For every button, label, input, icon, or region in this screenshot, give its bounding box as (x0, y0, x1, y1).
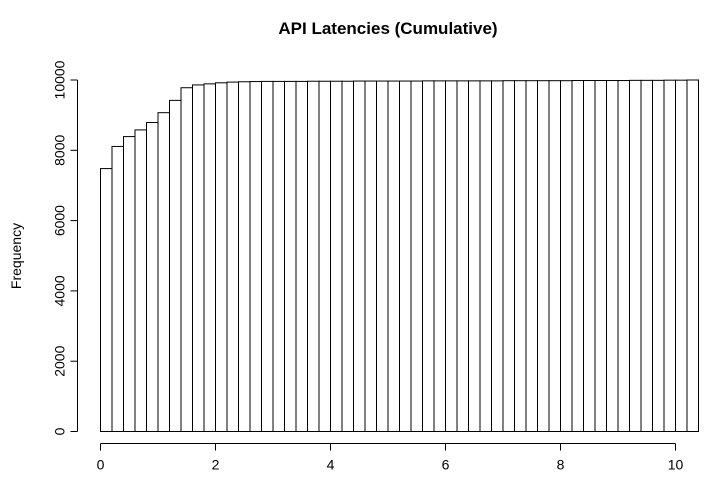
histogram-bar (583, 80, 596, 432)
histogram-bar (100, 168, 113, 432)
histogram-bar (307, 80, 320, 432)
y-tick-label: 6000 (52, 205, 68, 236)
histogram-bar (456, 80, 469, 432)
histogram-bar (560, 80, 573, 432)
bars-group (100, 79, 699, 433)
histogram-bar (180, 87, 193, 432)
histogram-bar (422, 80, 435, 432)
histogram-bar (134, 129, 147, 432)
histogram-bar (146, 122, 159, 433)
histogram-bar (652, 79, 665, 432)
histogram-bar (295, 80, 308, 432)
x-tick-label: 2 (212, 457, 220, 473)
histogram-bar (445, 80, 458, 432)
x-axis: 0 2 4 6 8 10 (97, 443, 684, 473)
histogram-bar (594, 80, 607, 432)
histogram-bar (387, 80, 400, 432)
histogram-bar (675, 79, 688, 432)
x-tick-label: 4 (327, 457, 335, 473)
histogram-bar (226, 81, 239, 432)
histogram-bar (410, 80, 423, 432)
y-tick-label: 8000 (52, 135, 68, 166)
histogram-bar (502, 80, 515, 432)
y-axis: 0 2000 4000 6000 8000 10000 (52, 60, 78, 435)
histogram-bar (514, 80, 527, 432)
histogram-bar (433, 80, 446, 432)
histogram-bar (571, 80, 584, 432)
y-tick-label: 4000 (52, 275, 68, 306)
histogram-bar (169, 99, 182, 433)
histogram-bar (376, 80, 389, 432)
histogram-bar (192, 84, 205, 433)
histogram-bar (629, 79, 642, 432)
x-tick-label: 0 (97, 457, 105, 473)
histogram-bar (353, 80, 366, 432)
x-tick-label: 10 (668, 457, 684, 473)
x-tick-label: 6 (442, 457, 450, 473)
histogram-bar (663, 79, 676, 432)
y-tick-label: 10000 (52, 60, 68, 99)
histogram-bar (249, 81, 262, 432)
histogram-bar (686, 79, 699, 432)
histogram-bar (341, 80, 354, 432)
histogram-bar (157, 112, 170, 432)
y-axis-title: Frequency (8, 223, 24, 289)
histogram-bar (284, 80, 297, 432)
x-tick-label: 8 (557, 457, 565, 473)
histogram-bar (468, 80, 481, 432)
histogram-bar (640, 79, 653, 432)
histogram-bar (215, 82, 228, 432)
histogram-bar (479, 80, 492, 432)
y-tick-label: 2000 (52, 345, 68, 376)
histogram-bar (548, 80, 561, 432)
histogram-bar (318, 80, 331, 432)
histogram-bar (537, 80, 550, 432)
histogram-bar (399, 80, 412, 432)
histogram-bar (617, 80, 630, 432)
chart-title: API Latencies (Cumulative) (278, 19, 497, 38)
histogram-bar (272, 80, 285, 432)
histogram-bar (491, 80, 504, 432)
histogram-bar (330, 80, 343, 432)
histogram-bar (364, 80, 377, 432)
y-tick-label: 0 (52, 427, 68, 435)
histogram-bar (261, 80, 274, 432)
histogram-bar (238, 81, 251, 432)
histogram-bar (525, 80, 538, 432)
histogram-bar (203, 83, 216, 433)
histogram-bar (123, 136, 136, 433)
histogram-bar (606, 80, 619, 432)
histogram-bar (111, 145, 124, 432)
